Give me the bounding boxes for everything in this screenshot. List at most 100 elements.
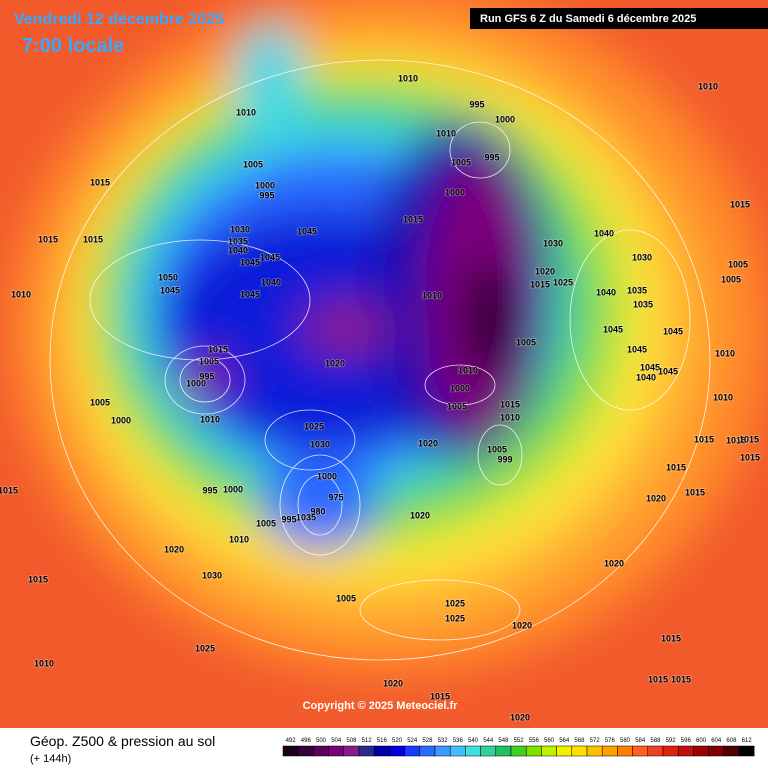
- isobar-label: 1045: [297, 226, 317, 236]
- scale-swatch: [632, 745, 649, 757]
- isobar-label: 1020: [410, 510, 430, 520]
- isobar-label: 1035: [228, 236, 248, 246]
- scale-swatch: [586, 745, 603, 757]
- forecast-date: Vendredi 12 décembre 2025: [14, 11, 224, 28]
- isobar-label: 1025: [304, 421, 324, 431]
- scale-label: 504: [331, 738, 342, 744]
- scale-label: 576: [605, 738, 616, 744]
- isobar-label: 1015: [500, 399, 520, 409]
- field: [0, 0, 768, 728]
- isobar-label: 1005: [336, 593, 356, 603]
- isobar-label: 1045: [240, 289, 260, 299]
- scale-label: 516: [377, 738, 388, 744]
- isobar-label: 1040: [228, 245, 248, 255]
- scale-label: 556: [529, 738, 540, 744]
- scale-swatch: [617, 745, 633, 757]
- scale-label: 532: [438, 738, 449, 744]
- isobar-label: 1015: [38, 234, 58, 244]
- scale-swatch: [495, 745, 512, 757]
- isobar-label: 1000: [450, 383, 470, 393]
- isobar-label: 1030: [230, 224, 250, 234]
- scale-label: 528: [422, 738, 433, 744]
- scale-swatch: [297, 745, 314, 757]
- isobar-label: 1035: [627, 285, 647, 295]
- scale-label: 500: [316, 738, 327, 744]
- isobar-label: 1020: [535, 266, 555, 276]
- scale-label: 492: [286, 738, 297, 744]
- isobar-label: 1005: [516, 337, 536, 347]
- isobar-label: 1005: [728, 259, 748, 269]
- isobar-label: 1045: [663, 326, 683, 336]
- isobar-label: 1015: [730, 199, 750, 209]
- scale-swatch: [404, 745, 421, 757]
- footer-title: Géop. Z500 & pression au sol: [30, 733, 215, 749]
- isobar-label: 995: [202, 485, 217, 495]
- scale-label: 592: [666, 738, 677, 744]
- isobar-label: 1005: [256, 518, 276, 528]
- isobar-label: 1030: [543, 238, 563, 248]
- scale-label: 520: [392, 738, 403, 744]
- copyright: Copyright © 2025 Meteociel.fr: [303, 700, 459, 712]
- isobar-label: 1015: [530, 279, 550, 289]
- scale-swatch: [677, 745, 694, 757]
- run-box: [470, 8, 768, 29]
- isobar-label: 1025: [553, 277, 573, 287]
- isobar-label: 1005: [487, 444, 507, 454]
- isobar-label: 1005: [199, 356, 219, 366]
- isobar-label: 995: [281, 514, 296, 524]
- isobar-label: 1005: [243, 159, 263, 169]
- scale-swatch: [358, 745, 375, 757]
- isobar-label: 1020: [418, 438, 438, 448]
- scale-swatch: [541, 745, 557, 757]
- scale-label: 596: [681, 738, 692, 744]
- run-info: Run GFS 6 Z du Samedi 6 décembre 2025: [480, 13, 696, 25]
- isobar-label: 1000: [445, 187, 465, 197]
- footer-subtitle: (+ 144h): [30, 753, 71, 765]
- scale-label: 568: [574, 738, 585, 744]
- isobar-label: 1020: [512, 620, 532, 630]
- scale-label: 608: [726, 738, 737, 744]
- isobar-label: 1015: [28, 574, 48, 584]
- isobar-label: 1030: [202, 570, 222, 580]
- scale-swatch: [282, 745, 299, 757]
- scale-swatch: [662, 745, 679, 757]
- scale-swatch: [389, 745, 405, 757]
- isobar-label: 1025: [445, 598, 465, 608]
- isobar-label: 1010: [229, 534, 249, 544]
- isobar-label: 1045: [603, 324, 623, 334]
- isobar-label: 995: [484, 152, 499, 162]
- isobar-label: 1010: [713, 392, 733, 402]
- isobar-label: 1040: [596, 287, 616, 297]
- scale-label: 496: [301, 738, 312, 744]
- scale-label: 548: [498, 738, 509, 744]
- scale-swatch: [480, 745, 497, 757]
- isobar-label: 1030: [310, 439, 330, 449]
- scale-swatch: [465, 745, 481, 757]
- scale-label: 560: [544, 738, 555, 744]
- isobar-label: 1000: [255, 180, 275, 190]
- isobar-label: 1040: [636, 372, 656, 382]
- scale-label: 508: [346, 738, 357, 744]
- scale-swatch: [313, 745, 329, 757]
- isobar-label: 1010: [11, 289, 31, 299]
- isobar-label: 1040: [261, 277, 281, 287]
- isobar-label: 1025: [445, 613, 465, 623]
- isobar-label: 1015: [90, 177, 110, 187]
- isobar-label: 1010: [398, 73, 418, 83]
- scale-swatch: [328, 745, 345, 757]
- isobar-label: 999: [497, 454, 512, 464]
- isobar-label: 1015: [661, 633, 681, 643]
- scale-label: 588: [650, 738, 661, 744]
- scale-label: 564: [559, 738, 570, 744]
- isobar-label: 995: [199, 371, 214, 381]
- isobar-label: 1010: [458, 365, 478, 375]
- isobar-label: 1005: [90, 397, 110, 407]
- isobar-label: 1015: [666, 462, 686, 472]
- scale-swatch: [723, 745, 740, 757]
- scale-swatch: [343, 745, 360, 757]
- scale-swatch: [419, 745, 436, 757]
- scale-swatch: [373, 745, 390, 757]
- isobar-label: 1005: [451, 157, 471, 167]
- scale-swatch: [647, 745, 664, 757]
- isobar-label: 1015: [694, 434, 714, 444]
